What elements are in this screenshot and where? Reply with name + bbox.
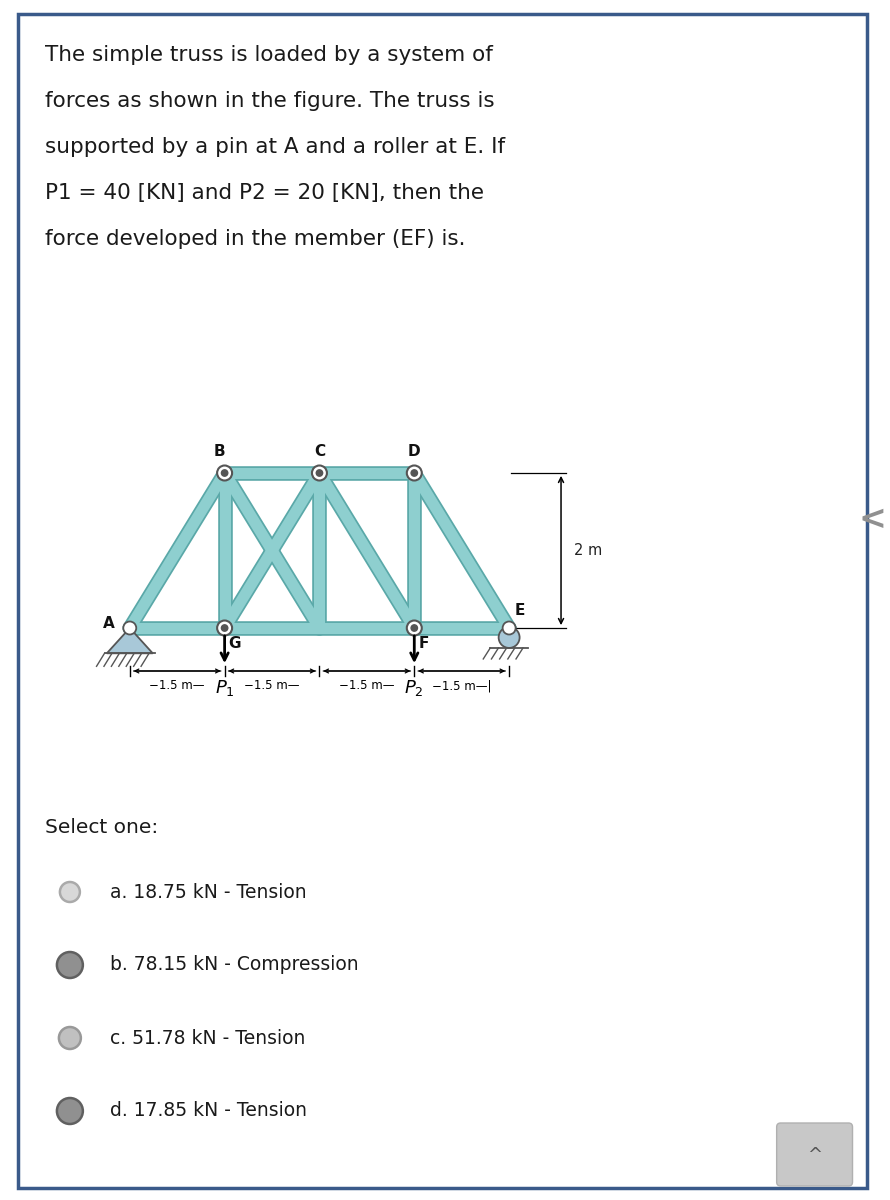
Text: force developed in the member (EF) is.: force developed in the member (EF) is. (44, 229, 465, 248)
FancyBboxPatch shape (18, 14, 867, 1188)
Circle shape (411, 469, 417, 476)
Circle shape (217, 620, 232, 636)
Text: c. 51.78 kN - Tension: c. 51.78 kN - Tension (109, 1028, 305, 1048)
Circle shape (217, 466, 232, 480)
Circle shape (222, 469, 228, 476)
Text: −1.5 m—: −1.5 m— (150, 679, 205, 692)
Text: B: B (214, 444, 225, 460)
Text: <: < (859, 504, 886, 536)
Circle shape (411, 625, 417, 631)
Circle shape (312, 466, 327, 480)
Text: F: F (418, 636, 429, 650)
Text: d. 17.85 kN - Tension: d. 17.85 kN - Tension (109, 1102, 307, 1121)
Text: −1.5 m—|: −1.5 m—| (432, 679, 491, 692)
Text: a. 18.75 kN - Tension: a. 18.75 kN - Tension (109, 882, 306, 901)
Circle shape (57, 1098, 83, 1124)
Text: $P_1$: $P_1$ (214, 678, 234, 698)
Text: supported by a pin at A and a roller at E. If: supported by a pin at A and a roller at … (44, 137, 505, 157)
Circle shape (498, 626, 520, 648)
Text: −1.5 m—: −1.5 m— (339, 679, 394, 692)
Circle shape (60, 882, 80, 902)
Circle shape (124, 622, 136, 635)
Text: b. 78.15 kN - Compression: b. 78.15 kN - Compression (109, 955, 359, 974)
Text: E: E (515, 604, 525, 618)
Polygon shape (107, 628, 153, 653)
Circle shape (503, 622, 515, 635)
Circle shape (407, 466, 422, 480)
Text: G: G (229, 636, 241, 650)
Text: The simple truss is loaded by a system of: The simple truss is loaded by a system o… (44, 44, 493, 65)
Text: $P_2$: $P_2$ (404, 678, 425, 698)
Text: D: D (408, 444, 421, 460)
Text: −1.5 m—: −1.5 m— (244, 679, 300, 692)
Text: P1 = 40 [KN] and P2 = 20 [KN], then the: P1 = 40 [KN] and P2 = 20 [KN], then the (44, 182, 484, 203)
Text: ^: ^ (807, 1146, 822, 1164)
Circle shape (59, 1027, 81, 1049)
Circle shape (57, 952, 83, 978)
Text: forces as shown in the figure. The truss is: forces as shown in the figure. The truss… (44, 91, 495, 110)
Text: A: A (103, 616, 115, 630)
Text: C: C (314, 444, 325, 460)
FancyBboxPatch shape (777, 1123, 853, 1186)
Circle shape (222, 625, 228, 631)
Text: Select one:: Select one: (44, 818, 158, 838)
Circle shape (407, 620, 422, 636)
Text: 2 m: 2 m (574, 542, 603, 558)
Circle shape (316, 469, 323, 476)
